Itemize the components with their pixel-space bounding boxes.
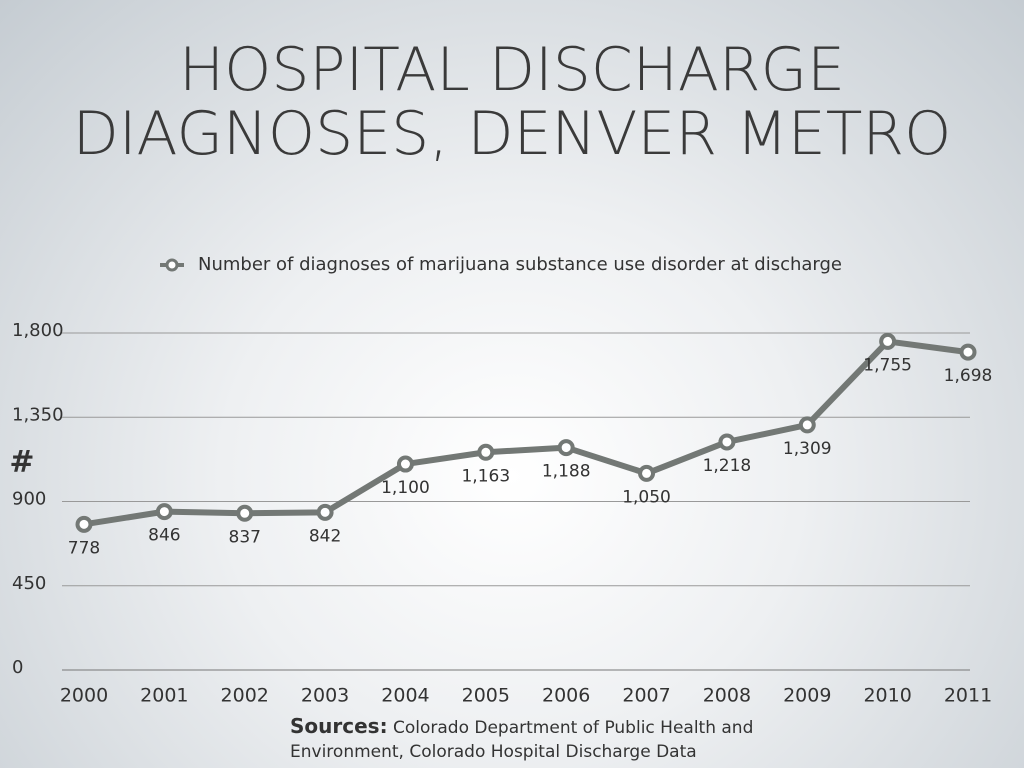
data-label: 1,050 bbox=[622, 487, 671, 507]
data-point bbox=[236, 504, 254, 522]
y-tick-label: 900 bbox=[12, 489, 46, 510]
x-tick-label: 2007 bbox=[622, 685, 670, 707]
y-tick-label: 1,800 bbox=[12, 320, 64, 341]
data-point bbox=[75, 515, 93, 533]
chart-title: HOSPITAL DISCHARGE DIAGNOSES, DENVER MET… bbox=[72, 35, 952, 169]
x-tick-label: 2004 bbox=[381, 685, 429, 707]
data-label: 846 bbox=[148, 526, 180, 546]
source-text: Colorado Department of Public Health and… bbox=[290, 718, 754, 768]
data-label: 1,188 bbox=[542, 462, 591, 482]
x-tick-label: 2010 bbox=[863, 685, 911, 707]
data-label: 1,100 bbox=[381, 478, 430, 498]
x-tick-label: 2008 bbox=[703, 685, 751, 707]
data-label: 778 bbox=[68, 538, 100, 558]
data-label: 842 bbox=[309, 526, 341, 546]
data-point bbox=[798, 416, 816, 434]
data-point bbox=[316, 503, 334, 521]
data-point bbox=[638, 464, 656, 482]
data-point bbox=[557, 439, 575, 457]
source-label: Sources: bbox=[290, 714, 388, 738]
legend-marker bbox=[165, 258, 179, 272]
data-point bbox=[718, 433, 736, 451]
x-tick-label: 2003 bbox=[301, 685, 349, 707]
x-tick-label: 2011 bbox=[944, 685, 992, 707]
chart: # 0 450 900 1,350 1,800 2000 2001 2002 2003 2004 2… bbox=[9, 254, 993, 707]
y-axis-label: # bbox=[9, 445, 34, 480]
x-tick-label: 2001 bbox=[140, 685, 188, 707]
data-point bbox=[396, 455, 414, 473]
y-tick-label: 0 bbox=[12, 657, 23, 678]
series-line bbox=[83, 338, 969, 528]
y-tick-label: 450 bbox=[12, 573, 46, 594]
data-point bbox=[477, 443, 495, 461]
data-label: 1,163 bbox=[461, 466, 510, 486]
data-label: 837 bbox=[229, 527, 261, 547]
x-tick-label: 2006 bbox=[542, 685, 590, 707]
data-point bbox=[879, 332, 897, 350]
x-tick-label: 2000 bbox=[60, 685, 108, 707]
source: Sources: Colorado Department of Public H… bbox=[290, 714, 770, 768]
legend-label: Number of diagnoses of marijuana substan… bbox=[198, 254, 842, 275]
x-tick-label: 2009 bbox=[783, 685, 831, 707]
data-label: 1,218 bbox=[703, 456, 752, 476]
y-tick-label: 1,350 bbox=[12, 404, 64, 425]
x-tick-label: 2002 bbox=[221, 685, 269, 707]
data-point bbox=[959, 343, 977, 361]
data-label: 1,698 bbox=[944, 366, 993, 386]
data-point bbox=[155, 503, 173, 521]
data-label: 1,309 bbox=[783, 439, 832, 459]
x-tick-label: 2005 bbox=[462, 685, 510, 707]
data-label: 1,755 bbox=[863, 355, 912, 375]
